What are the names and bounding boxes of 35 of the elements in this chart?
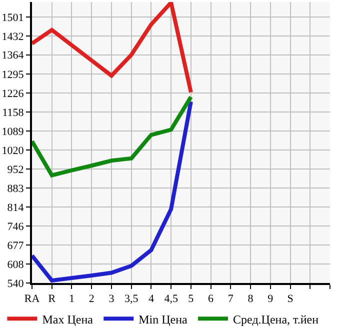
legend-label: Min Цена (138, 312, 188, 326)
y-tick-label: 1226 (2, 88, 24, 100)
x-tick-label: 4,5 (164, 293, 178, 306)
y-tick-label: 1501 (2, 12, 24, 24)
line-series (32, 100, 193, 283)
line-series (32, 2, 193, 94)
line-series (32, 94, 193, 178)
y-tick-label: 1432 (2, 30, 24, 43)
y-tick-label: 952 (7, 164, 24, 176)
x-tick-label: 2 (88, 293, 94, 306)
legend-label: Max Цена (42, 312, 94, 326)
x-tick-label: R (48, 293, 56, 306)
y-tick-label: 883 (7, 182, 24, 195)
x-tick-label: 3,5 (124, 293, 139, 306)
y-tick-label: 677 (7, 240, 24, 252)
x-tick-label: 9 (268, 293, 274, 306)
y-tick-label: 1364 (2, 50, 24, 62)
x-tick-label: 5 (188, 293, 194, 306)
y-tick-label: 1295 (2, 68, 24, 81)
x-tick-label: 7 (228, 293, 234, 306)
y-tick-label: 1158 (2, 106, 24, 119)
x-tick-label: 8 (248, 293, 254, 306)
y-tick-label: 608 (7, 259, 24, 272)
x-tick-label: 3 (108, 293, 115, 306)
x-tick-label: 6 (208, 293, 214, 306)
y-tick-label: 1020 (2, 144, 24, 157)
x-tick-label: RA (24, 293, 40, 306)
legend-label: Сред.Цена, т.йен (233, 312, 320, 326)
x-tick-label: S (287, 293, 294, 306)
y-tick-label: 814 (7, 202, 24, 214)
x-tick-label: 4 (148, 293, 154, 306)
y-tick-label: 540 (7, 278, 24, 290)
y-tick-label: 746 (7, 220, 24, 233)
x-tick-label: 1 (68, 293, 74, 306)
y-tick-label: 1089 (2, 126, 24, 138)
